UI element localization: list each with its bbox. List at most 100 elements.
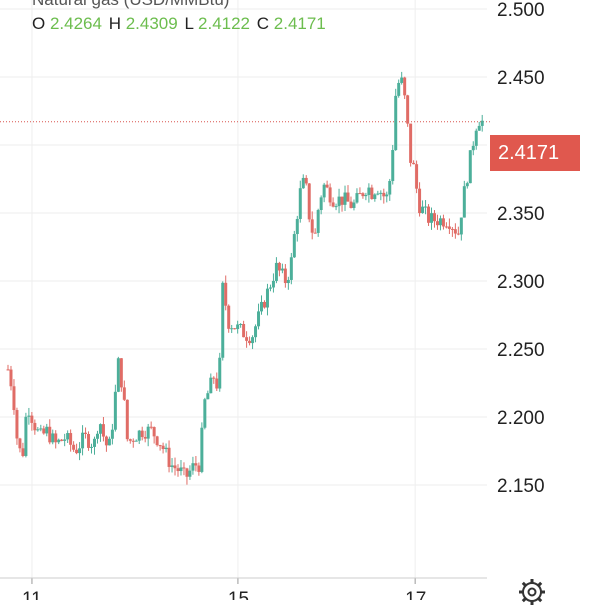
- candle-body: [245, 337, 249, 341]
- candle-body: [474, 130, 478, 146]
- ohlc-readout: O 2.4264 H 2.4309 L 2.4122 C 2.4171: [32, 14, 328, 34]
- candle-body: [12, 386, 16, 411]
- candle-body: [57, 439, 61, 443]
- y-tick-label: 2.500: [497, 0, 545, 21]
- candle-body: [331, 202, 335, 207]
- candle-body: [358, 193, 362, 195]
- candle-body: [200, 427, 204, 472]
- candle-body: [6, 369, 10, 371]
- x-tick-label: 17: [405, 589, 426, 600]
- candle-body: [262, 301, 266, 308]
- candle-body: [379, 192, 383, 194]
- candle-body: [128, 439, 132, 441]
- candle-body: [209, 377, 213, 394]
- candle-body: [325, 184, 329, 188]
- last-price-badge: 2.4171: [490, 135, 580, 171]
- candle-body: [403, 77, 407, 96]
- candle-body: [188, 470, 192, 477]
- candle-body: [337, 196, 341, 207]
- candle-body: [304, 177, 308, 184]
- candle-body: [227, 305, 231, 329]
- candle-body: [301, 177, 305, 189]
- candle-body: [438, 218, 442, 226]
- candle-body: [370, 187, 374, 200]
- candle-body: [179, 467, 183, 472]
- candle-body: [322, 184, 326, 198]
- candle-body: [388, 180, 392, 195]
- candle-body: [316, 210, 320, 233]
- candle-body: [373, 194, 377, 200]
- gear-icon[interactable]: [518, 578, 546, 606]
- candle-body: [277, 262, 281, 271]
- candle-body: [254, 326, 258, 338]
- candle-body: [149, 426, 153, 428]
- candle-body: [113, 391, 117, 430]
- candle-body: [9, 369, 13, 387]
- candle-body: [51, 433, 55, 443]
- candle-body: [319, 197, 323, 211]
- y-tick-label: 2.250: [497, 340, 545, 361]
- candle-body: [60, 439, 64, 441]
- candle-body: [274, 262, 278, 281]
- candle-body: [257, 311, 261, 327]
- candle-body: [441, 218, 445, 227]
- candle-body: [313, 232, 317, 234]
- candle-body: [33, 422, 37, 431]
- x-tick-label: 15: [228, 589, 249, 600]
- candle-body: [430, 213, 434, 223]
- candle-body: [221, 282, 225, 358]
- candle-body: [427, 206, 431, 223]
- candle-body: [239, 323, 243, 325]
- candle-body: [167, 447, 171, 467]
- candle-body: [307, 183, 311, 220]
- candle-body: [39, 428, 43, 430]
- ohlc-low-value: 2.4122: [198, 14, 251, 33]
- candle-body: [15, 410, 19, 439]
- candle-body: [456, 233, 460, 235]
- candle-body: [158, 445, 162, 447]
- candle-body: [251, 337, 255, 344]
- candle-body: [268, 287, 272, 289]
- candle-body: [233, 328, 237, 330]
- candle-body: [346, 192, 350, 202]
- candle-body: [418, 188, 422, 214]
- candle-body: [218, 357, 222, 389]
- candle-body: [152, 427, 156, 437]
- candle-body: [271, 280, 275, 288]
- candle-body: [328, 187, 332, 203]
- candle-body: [72, 444, 76, 450]
- ohlc-close-value: 2.4171: [273, 14, 326, 33]
- candle-body: [66, 433, 70, 440]
- candle-body: [280, 268, 284, 271]
- candle-body: [206, 393, 210, 400]
- candle-body: [453, 229, 457, 234]
- candle-body: [30, 415, 34, 423]
- candle-body: [101, 424, 105, 437]
- ohlc-open-value: 2.4264: [49, 14, 102, 33]
- candle-body: [289, 257, 293, 280]
- candle-body: [236, 324, 240, 330]
- ohlc-low-key: L: [184, 14, 194, 33]
- ohlc-high-key: H: [108, 14, 121, 33]
- candle-body: [391, 150, 395, 181]
- candle-body: [69, 433, 73, 445]
- candle-body: [465, 183, 469, 187]
- candle-body: [146, 426, 150, 439]
- candle-body: [364, 194, 368, 197]
- candle-body: [110, 429, 114, 439]
- candle-body: [447, 226, 451, 229]
- candle-body: [352, 202, 356, 208]
- candle-body: [176, 468, 180, 472]
- candle-body: [412, 162, 416, 165]
- candle-body: [42, 428, 46, 434]
- candle-body: [230, 328, 234, 330]
- ohlc-close-key: C: [256, 14, 270, 33]
- candle-body: [81, 432, 85, 449]
- candle-body: [75, 449, 79, 454]
- candle-body: [191, 463, 195, 471]
- candle-body: [24, 416, 28, 456]
- candle-body: [197, 465, 201, 472]
- y-tick-label: 2.300: [497, 272, 545, 293]
- y-tick-label: 2.450: [497, 68, 545, 89]
